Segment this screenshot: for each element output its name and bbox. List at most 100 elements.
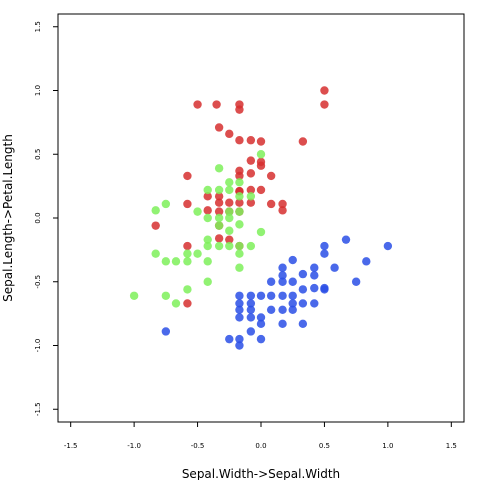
data-point — [246, 313, 256, 322]
data-point — [288, 277, 297, 286]
data-point — [235, 178, 244, 187]
data-point — [256, 291, 266, 300]
data-point — [183, 285, 192, 294]
y-axis: -1.5 -1.0 -0.5 0.0 0.5 1.0 1.5 — [34, 21, 58, 416]
data-point — [225, 235, 234, 244]
data-point — [235, 334, 244, 344]
x-tick-label: 1.5 — [446, 442, 457, 450]
data-point — [161, 291, 171, 300]
data-point — [214, 234, 224, 243]
data-point — [225, 213, 234, 223]
data-point — [203, 213, 212, 223]
data-point — [246, 192, 256, 201]
y-axis-title: Sepal.Length->Petal.Length — [1, 134, 15, 302]
data-point — [151, 206, 160, 215]
y-tick-label: 0.0 — [34, 212, 42, 223]
data-point — [203, 192, 212, 201]
data-point — [256, 185, 266, 195]
data-point — [246, 241, 256, 251]
data-point — [246, 156, 256, 165]
data-point — [288, 299, 297, 308]
data-point — [256, 313, 266, 322]
data-point — [235, 171, 244, 181]
data-point — [278, 263, 287, 272]
data-point — [246, 185, 256, 195]
data-point — [171, 257, 181, 266]
data-point — [225, 334, 234, 344]
data-point — [214, 164, 224, 173]
data-point — [266, 305, 276, 314]
data-point — [161, 327, 171, 336]
data-point — [266, 277, 276, 286]
data-point — [235, 263, 244, 272]
data-point — [278, 319, 287, 329]
data-point — [310, 263, 319, 272]
data-point — [235, 198, 244, 207]
data-point — [235, 207, 244, 216]
data-point — [203, 277, 212, 286]
data-point — [214, 198, 224, 207]
data-point — [151, 221, 160, 230]
data-point — [203, 241, 212, 251]
data-point — [246, 198, 256, 207]
data-point — [256, 334, 266, 344]
x-axis-title: Sepal.Width->Sepal.Width — [182, 467, 340, 480]
data-point — [320, 100, 329, 109]
data-point — [362, 257, 371, 266]
x-axis: -1.5 -1.0 -0.5 0.0 0.5 1.0 1.5 — [64, 422, 457, 450]
data-point — [214, 207, 224, 216]
y-tick-label: 1.0 — [34, 85, 42, 96]
data-point — [351, 277, 361, 286]
x-tick-label: 0.0 — [255, 442, 266, 450]
data-point — [246, 169, 256, 178]
data-point — [214, 185, 224, 195]
data-point — [246, 291, 256, 300]
data-point — [310, 299, 319, 308]
data-point — [246, 305, 256, 314]
data-point — [256, 161, 266, 170]
data-point — [288, 255, 297, 265]
data-point — [161, 199, 171, 209]
data-point — [193, 207, 202, 216]
data-point — [320, 285, 329, 294]
data-point — [235, 105, 244, 114]
data-point — [235, 313, 244, 322]
data-point — [298, 269, 308, 279]
data-point — [235, 341, 244, 350]
data-point — [235, 305, 244, 314]
data-point — [298, 299, 308, 308]
data-point — [278, 199, 287, 209]
data-point — [225, 185, 234, 195]
data-point — [183, 257, 192, 266]
data-point — [193, 100, 202, 109]
data-point — [225, 178, 234, 187]
data-point — [256, 319, 266, 329]
data-point — [203, 185, 212, 195]
data-point — [214, 192, 224, 201]
data-point — [225, 226, 234, 235]
data-point — [203, 235, 212, 244]
y-tick-label: 1.5 — [34, 21, 42, 32]
data-point — [203, 257, 212, 266]
data-point — [161, 257, 171, 266]
y-tick-label: -1.0 — [34, 339, 42, 353]
data-point — [246, 327, 256, 336]
data-point — [225, 241, 234, 251]
data-point — [256, 150, 266, 159]
data-point — [310, 271, 319, 280]
data-point — [183, 249, 192, 258]
data-point — [225, 129, 234, 139]
data-point — [256, 227, 266, 237]
data-point — [298, 285, 308, 294]
data-point — [298, 319, 308, 329]
data-point — [235, 192, 244, 201]
data-point — [330, 263, 339, 272]
data-point — [320, 86, 329, 95]
data-point — [203, 206, 212, 215]
data-point — [171, 299, 181, 308]
data-point — [214, 241, 224, 251]
data-point — [183, 299, 192, 308]
data-point — [278, 206, 287, 215]
